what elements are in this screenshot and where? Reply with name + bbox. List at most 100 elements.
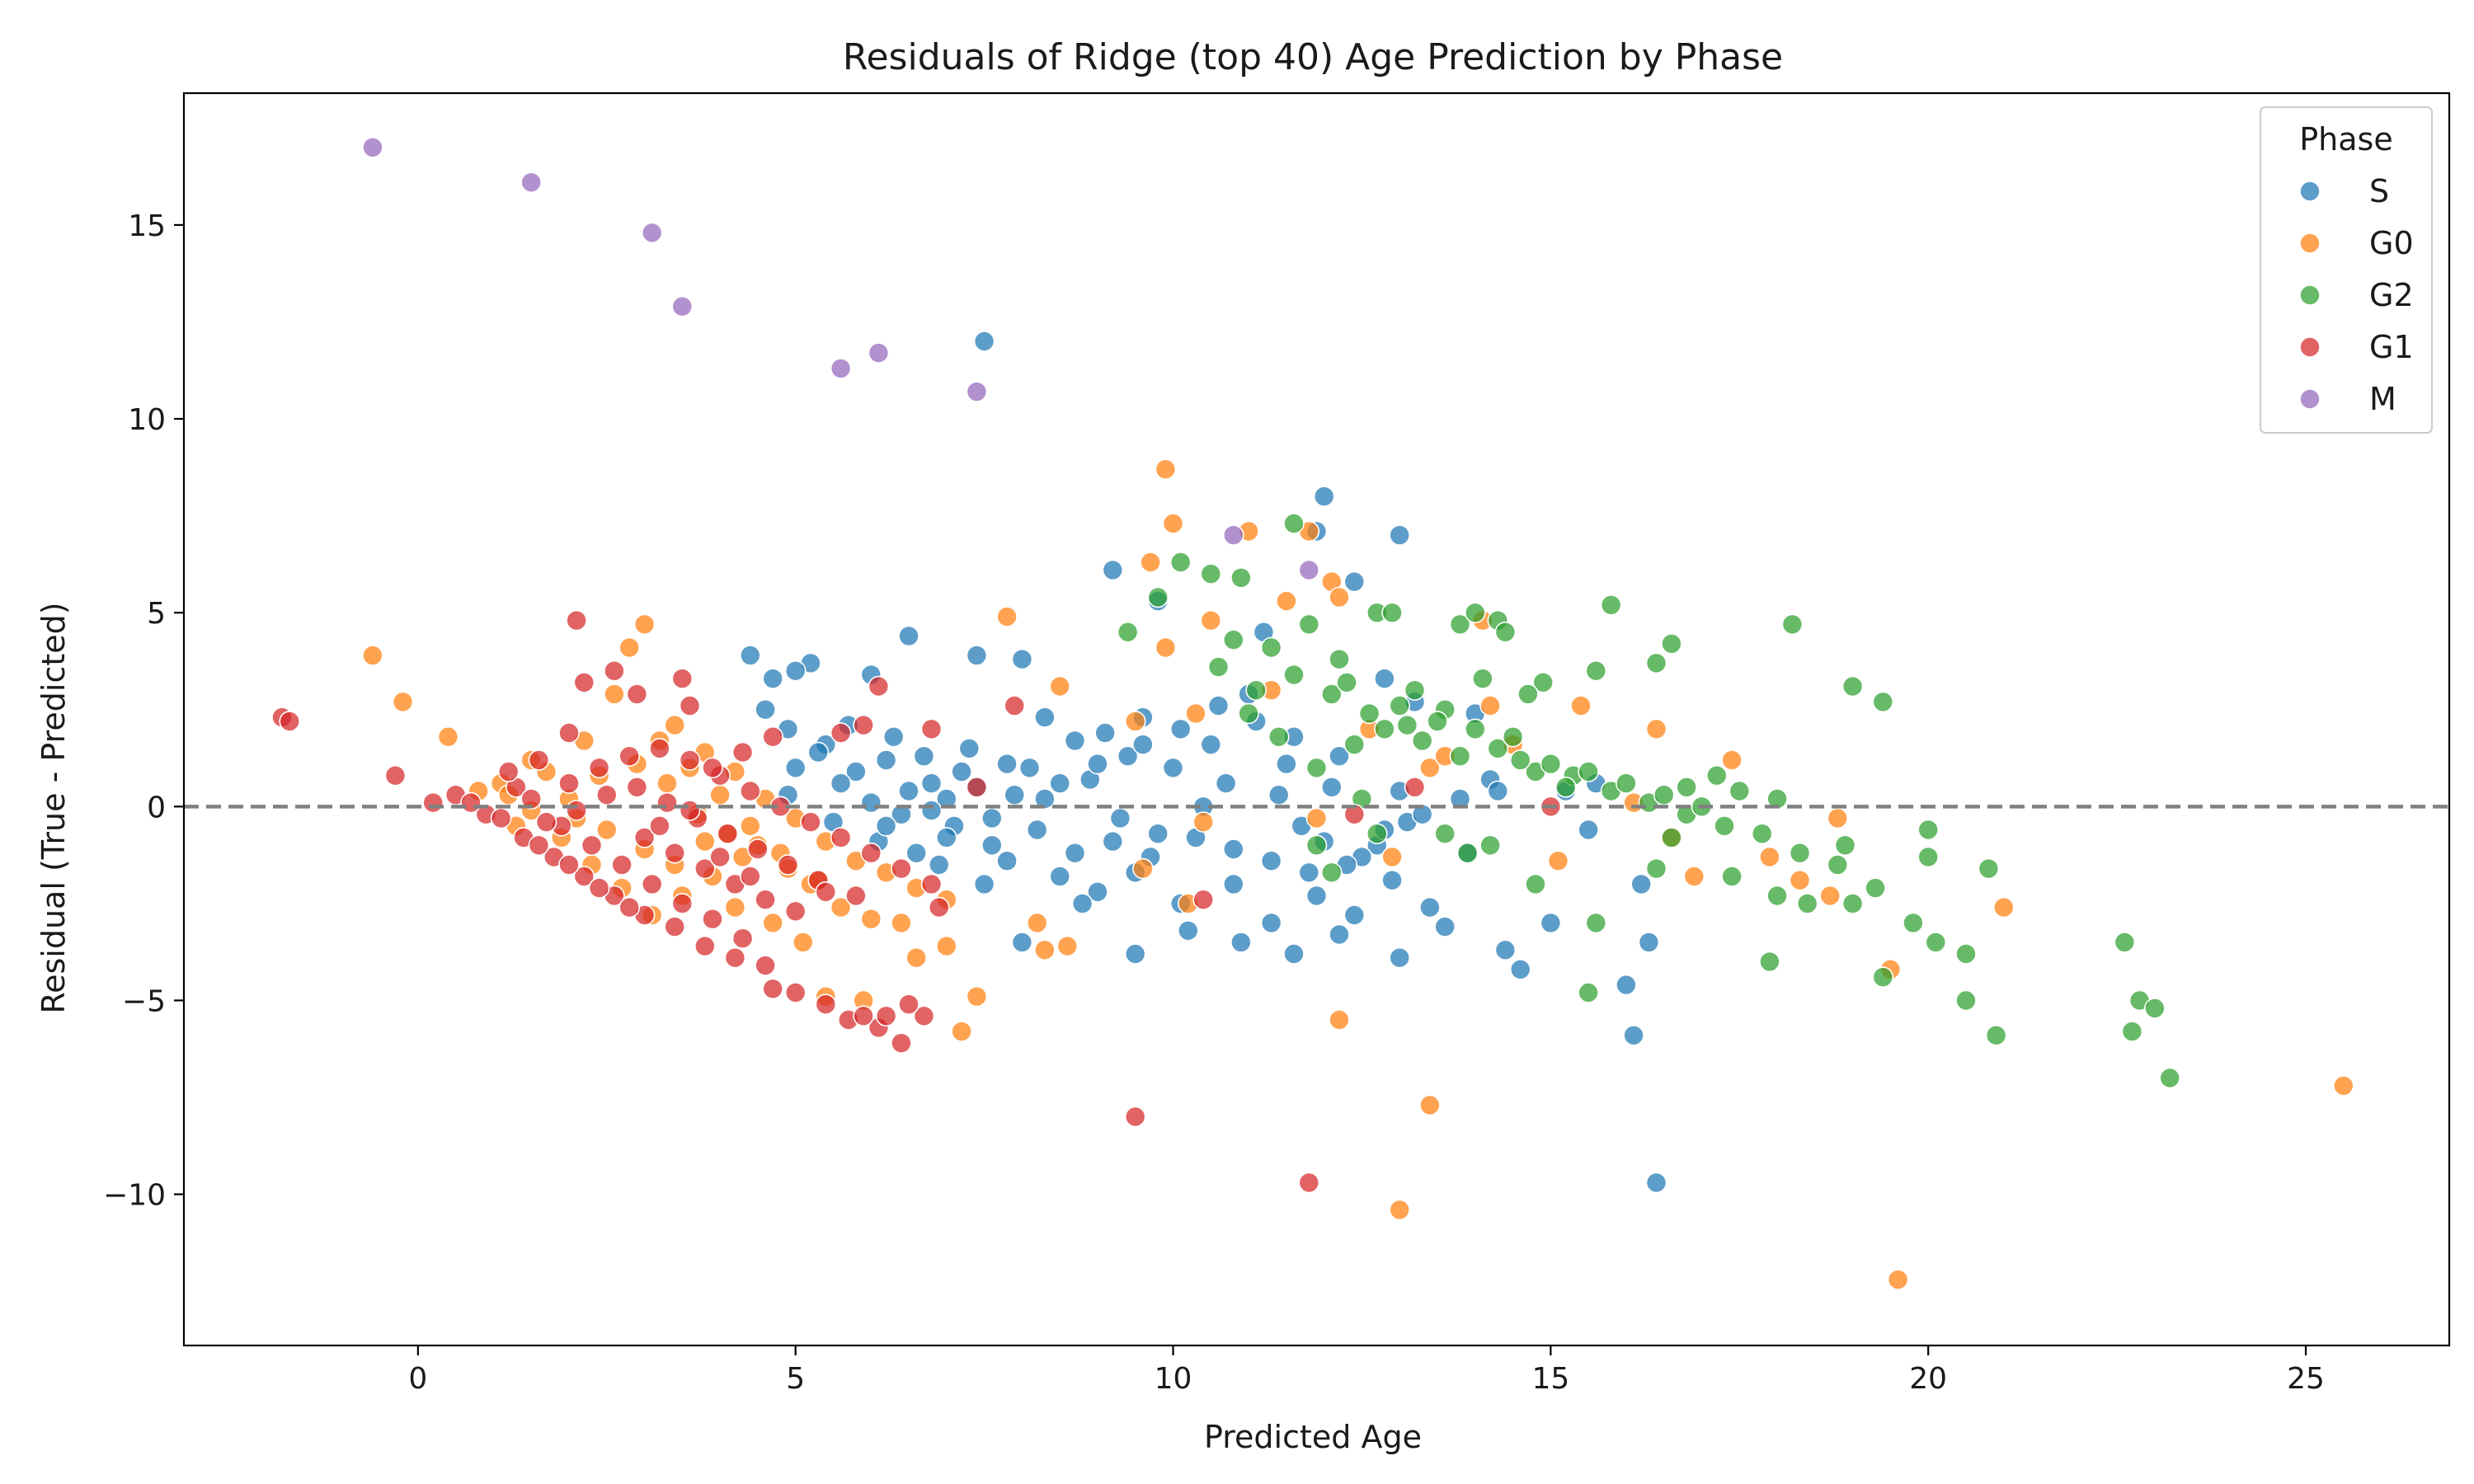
- point-g2-31: [1260, 636, 1282, 659]
- point-g2-99: [1238, 702, 1259, 725]
- point-g0-53: [1789, 869, 1811, 891]
- point-g1-64: [626, 776, 648, 798]
- point-g0-29: [1162, 513, 1184, 534]
- point-g0-106: [724, 896, 746, 918]
- point-g1-53: [860, 842, 882, 864]
- point-s-42: [1049, 866, 1070, 887]
- point-g1-11: [679, 695, 701, 716]
- point-s-115: [1411, 803, 1433, 825]
- point-s-104: [981, 834, 1003, 857]
- point-g2-30: [1207, 656, 1230, 678]
- legend-marker-g0: [2299, 232, 2321, 254]
- point-g0-38: [996, 606, 1018, 627]
- point-g1-37: [671, 893, 694, 914]
- point-g1-96: [679, 800, 701, 821]
- point-s-73: [928, 854, 950, 876]
- point-g2-90: [1653, 784, 1675, 806]
- point-g2-74: [1456, 842, 1479, 864]
- point-s-99: [784, 757, 807, 779]
- point-g1-73: [784, 900, 807, 923]
- point-g2-20: [1585, 660, 1607, 682]
- point-g1-42: [520, 788, 543, 810]
- point-g1-78: [830, 722, 852, 744]
- point-g2-19: [1872, 691, 1894, 713]
- point-g0-28: [1155, 458, 1177, 481]
- point-g1-57: [845, 885, 867, 907]
- point-s-78: [1178, 920, 1199, 942]
- point-g2-80: [1268, 726, 1290, 748]
- point-g2-13: [1494, 621, 1517, 643]
- point-m-7: [1223, 524, 1244, 546]
- point-s-105: [1026, 819, 1048, 841]
- point-g2-53: [1917, 819, 1939, 841]
- legend-marker-g2: [2299, 284, 2321, 306]
- point-m-0: [362, 137, 383, 158]
- point-g1-59: [777, 854, 799, 876]
- point-s-54: [1509, 959, 1531, 980]
- point-s-111: [1260, 850, 1282, 871]
- point-g2-52: [1985, 1025, 2007, 1046]
- point-s-67: [1109, 807, 1131, 829]
- point-g1-87: [1404, 776, 1426, 798]
- point-s-74: [973, 873, 995, 895]
- point-s-128: [920, 800, 943, 821]
- legend-marker-s: [2299, 181, 2321, 202]
- point-g1-10: [573, 671, 595, 693]
- point-g1-83: [966, 776, 988, 798]
- point-s-96: [882, 726, 905, 748]
- point-s-18: [1374, 668, 1395, 689]
- point-s-55: [1540, 912, 1562, 934]
- point-g2-68: [1661, 827, 1682, 848]
- point-g1-45: [618, 745, 641, 768]
- point-g2-55: [1978, 857, 2000, 880]
- point-g0-35: [1200, 609, 1222, 632]
- point-g2-3: [1200, 563, 1222, 585]
- point-g2-88: [1578, 761, 1599, 782]
- point-g2-22: [1517, 683, 1539, 705]
- point-s-106: [1064, 842, 1086, 864]
- point-g0-12: [709, 784, 731, 806]
- point-g2-43: [1714, 815, 1735, 837]
- point-s-93: [996, 753, 1018, 775]
- point-s-1: [1313, 486, 1335, 507]
- point-g0-105: [694, 830, 716, 852]
- point-g0-82: [664, 714, 686, 736]
- point-g0-51: [1721, 749, 1743, 771]
- x-axis-label: Predicted Age: [1204, 1419, 1422, 1455]
- point-g2-93: [1766, 788, 1788, 810]
- point-g0-21: [951, 1021, 972, 1042]
- point-g1-34: [853, 1005, 874, 1027]
- point-g2-71: [1578, 982, 1599, 1003]
- point-g2-7: [1329, 648, 1350, 670]
- series-g1: [271, 609, 1562, 1194]
- point-g1-52: [830, 827, 852, 848]
- point-s-31: [875, 749, 897, 771]
- point-g1-1: [279, 711, 301, 732]
- point-g1-9: [671, 668, 694, 689]
- point-g0-57: [1887, 1269, 1909, 1290]
- point-s-124: [1087, 753, 1108, 775]
- point-g0-18: [891, 912, 912, 934]
- point-s-24: [1321, 776, 1343, 798]
- y-tick-label-4: 10: [128, 403, 166, 437]
- legend: Phase S G0 G2 G1 M: [2260, 106, 2433, 434]
- point-g0-25: [1026, 912, 1048, 934]
- point-g0-55: [1827, 807, 1849, 829]
- point-g0-44: [1419, 757, 1441, 779]
- point-g0-52: [1759, 846, 1780, 868]
- point-g0-108: [792, 932, 814, 953]
- point-s-75: [1011, 932, 1033, 953]
- point-g2-11: [1465, 602, 1486, 624]
- point-g0-102: [595, 819, 618, 841]
- point-g1-26: [762, 978, 784, 1000]
- point-g1-3: [422, 791, 444, 814]
- point-g2-81: [1305, 757, 1328, 779]
- point-s-88: [1215, 773, 1237, 794]
- point-g2-28: [1283, 664, 1305, 686]
- point-g1-84: [1124, 1106, 1146, 1128]
- point-g1-13: [528, 749, 550, 771]
- legend-label-g0: G0: [2369, 225, 2414, 261]
- point-g0-58: [1993, 896, 2015, 918]
- point-g2-34: [1374, 718, 1395, 740]
